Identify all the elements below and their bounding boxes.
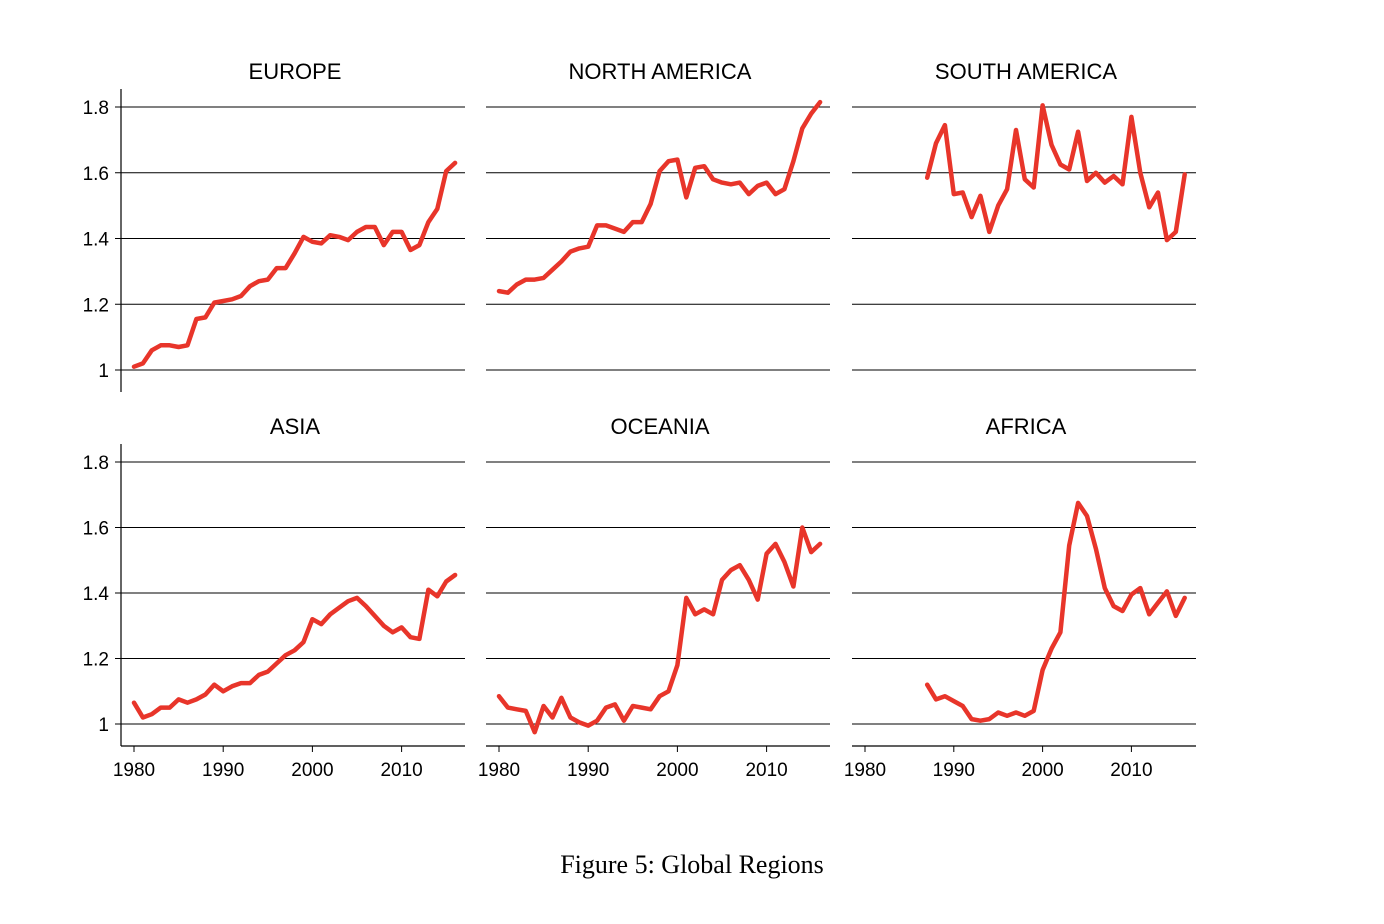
- y-tick-label: 1.4: [83, 584, 110, 605]
- panel-africa: AFRICA 1980 1990 2000 2010: [844, 414, 1196, 781]
- x-tick-label: 2000: [656, 760, 698, 781]
- x-tick-label: 2010: [745, 760, 787, 781]
- panel-oceania: OCEANIA 1980 1990 2000 2010: [478, 414, 830, 781]
- y-tick-label: 1.2: [83, 650, 109, 671]
- panel-title: NORTH AMERICA: [569, 59, 752, 84]
- x-tick-label: 2010: [380, 760, 422, 781]
- x-tick-label: 2010: [1110, 760, 1152, 781]
- panel-south-america: SOUTH AMERICA: [852, 59, 1196, 371]
- y-tick-label: 1.4: [83, 230, 110, 251]
- y-tick-label: 1.2: [83, 295, 109, 316]
- panel-title: EUROPE: [249, 59, 342, 84]
- y-tick-label: 1.8: [83, 453, 109, 474]
- panel-europe: EUROPE 1 1.2 1.4 1.6 1.8: [83, 59, 465, 392]
- series-line-north-america: [496, 99, 823, 295]
- y-tick-label: 1.6: [83, 519, 109, 540]
- panel-north-america: NORTH AMERICA: [486, 59, 830, 371]
- series-line-africa: [924, 500, 1187, 723]
- panel-title: AFRICA: [986, 414, 1067, 439]
- y-tick-label: 1: [98, 361, 109, 382]
- x-tick-label: 2000: [1021, 760, 1063, 781]
- series-line-south-america: [924, 103, 1187, 243]
- x-tick-label: 2000: [291, 760, 333, 781]
- y-tick-label: 1.8: [83, 98, 109, 119]
- y-tick-label: 1: [98, 715, 109, 736]
- series-line-europe: [131, 160, 458, 369]
- panel-title: OCEANIA: [610, 414, 709, 439]
- x-tick-label: 1980: [844, 760, 886, 781]
- x-tick-label: 1990: [202, 760, 244, 781]
- x-tick-label: 1980: [113, 760, 155, 781]
- figure-caption: Figure 5: Global Regions: [560, 850, 824, 879]
- x-tick-label: 1980: [478, 760, 520, 781]
- series-line-oceania: [496, 525, 823, 735]
- panel-title: ASIA: [270, 414, 320, 439]
- y-tick-label: 1.6: [83, 164, 109, 185]
- x-tick-label: 1990: [933, 760, 975, 781]
- panel-title: SOUTH AMERICA: [935, 59, 1117, 84]
- panel-asia: ASIA 1 1.2 1.4 1.6 1.8 1980 1990 2000 2010: [83, 414, 465, 781]
- series-line-asia: [131, 572, 458, 720]
- x-tick-label: 1990: [567, 760, 609, 781]
